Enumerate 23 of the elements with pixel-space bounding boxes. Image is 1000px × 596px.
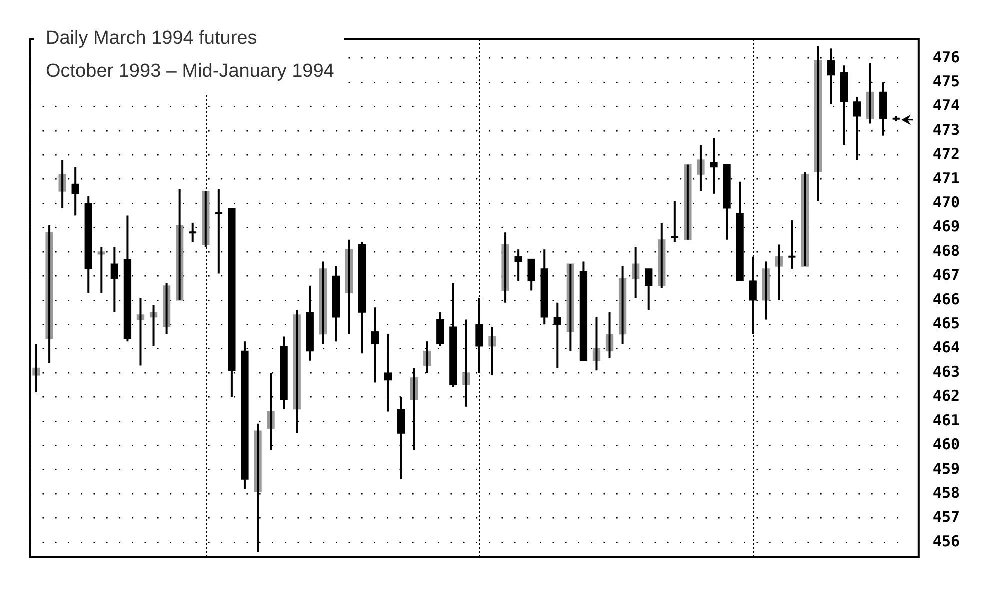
y-tick-label: 472 <box>932 145 960 164</box>
y-tick-label: 473 <box>932 120 960 139</box>
y-tick-label: 469 <box>932 218 960 236</box>
y-tick-label: 464 <box>932 338 960 357</box>
chart-title: Daily March 1994 futures <box>46 27 258 51</box>
y-tick-label: 474 <box>932 96 960 115</box>
y-tick-label: 476 <box>932 48 960 66</box>
y-tick-label: 466 <box>932 290 960 308</box>
text: October 1993 – Mid-January 1994 <box>46 60 334 84</box>
y-tick-label: 460 <box>932 436 960 454</box>
y-tick-label: 470 <box>932 193 960 212</box>
y-tick-label: 463 <box>932 362 960 381</box>
y-tick-label: 457 <box>932 508 960 526</box>
y-tick-label: 468 <box>932 242 960 260</box>
y-tick-label: 465 <box>932 314 960 333</box>
y-tick-label: 475 <box>932 72 960 90</box>
y-tick-label: 461 <box>932 411 960 430</box>
y-tick-label: 467 <box>932 266 960 284</box>
y-tick-label: 458 <box>932 484 960 502</box>
y-tick-label: 459 <box>932 460 960 478</box>
y-tick-label: 456 <box>932 532 960 550</box>
y-tick-label: 471 <box>932 169 960 188</box>
y-tick-label: 462 <box>932 387 960 406</box>
